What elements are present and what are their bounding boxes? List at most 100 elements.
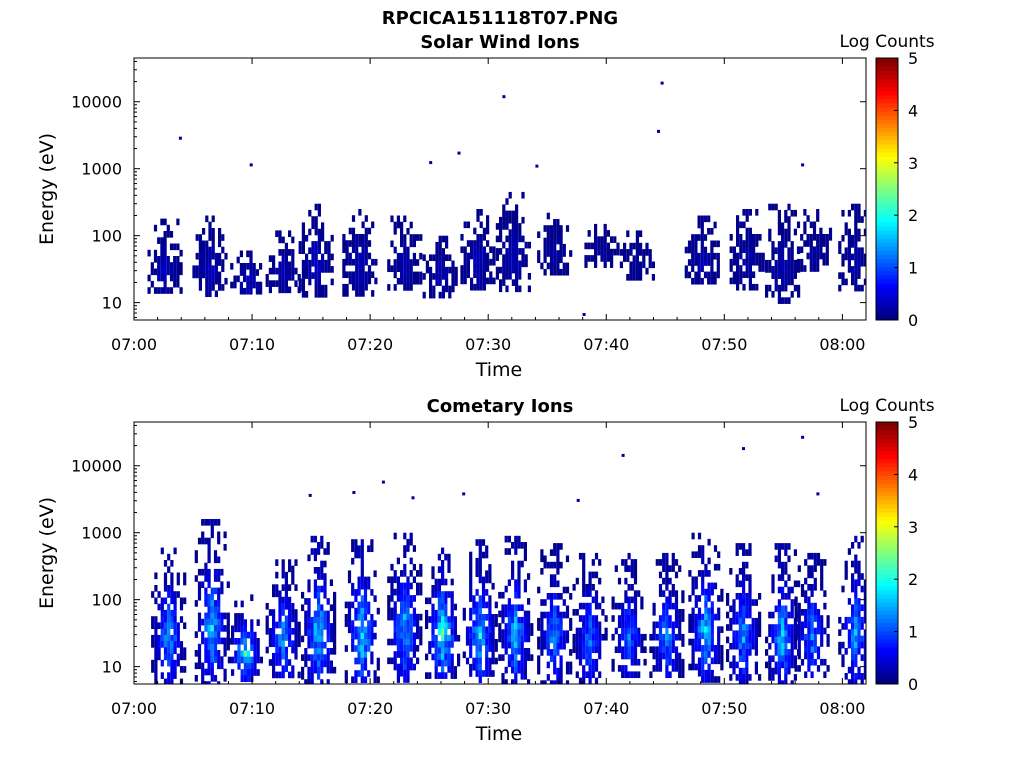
spectrogram-cell (575, 633, 579, 641)
spectrogram-cell (160, 634, 164, 642)
y-axis-label: Energy (eV) (36, 497, 58, 609)
spectrogram-cell (320, 654, 324, 661)
spectrogram-cell (234, 638, 238, 645)
spectrogram-cell (671, 640, 675, 647)
spectrogram-cell (738, 667, 742, 675)
spectrogram-cell (777, 605, 781, 613)
spectrogram-cell (326, 635, 330, 643)
spectrogram-cell (460, 246, 464, 254)
spectrogram-cell (198, 271, 202, 279)
spectrogram-cell (473, 258, 477, 266)
spectrogram-cell (717, 613, 721, 621)
spectrogram-cell (501, 610, 505, 618)
spectrogram-cell (333, 635, 337, 643)
spectrogram-cell (745, 252, 749, 260)
spectrogram-cell (854, 253, 858, 261)
spectrogram-cell (176, 268, 180, 276)
spectrogram-cell (578, 658, 583, 666)
spectrogram-cell (784, 297, 788, 304)
spectrogram-cell (317, 660, 321, 668)
spectrogram-cell (537, 636, 541, 644)
spectrogram-cell (611, 615, 615, 622)
spectrogram-cell (412, 595, 416, 602)
spectrogram-cell (481, 670, 486, 677)
colorbar-swatch (876, 111, 898, 116)
isolated-count-point (352, 491, 356, 494)
spectrogram-cell (610, 261, 614, 268)
spectrogram-cell (291, 578, 295, 585)
spectrogram-cell (784, 674, 788, 681)
spectrogram-cell (363, 639, 368, 646)
spectrogram-cell (278, 261, 282, 269)
spectrogram-cell (809, 234, 813, 241)
spectrogram-cell (517, 629, 521, 636)
spectrogram-cell (781, 605, 785, 613)
spectrogram-cell (207, 593, 211, 601)
spectrogram-cell (697, 570, 702, 577)
spectrogram-cell (781, 297, 785, 304)
spectrogram-cell (207, 618, 211, 626)
spectrogram-cell (476, 265, 480, 272)
colorbar-tick-label: 4 (908, 101, 918, 120)
spectrogram-cell (250, 656, 254, 664)
spectrogram-cell (201, 637, 205, 645)
spectrogram-cell (396, 595, 400, 602)
spectrogram-cell (515, 273, 519, 280)
spectrogram-cell (742, 599, 746, 606)
spectrogram-cell (514, 666, 518, 674)
spectrogram-cell (230, 263, 234, 270)
spectrogram-cell (393, 601, 397, 608)
spectrogram-cell (820, 640, 824, 647)
spectrogram-cell (437, 653, 441, 661)
spectrogram-cell (738, 630, 742, 638)
spectrogram-cell (317, 666, 321, 674)
spectrogram-cell (160, 622, 164, 630)
spectrogram-cell (575, 627, 579, 635)
spectrogram-cell (173, 603, 177, 611)
spectrogram-cell (652, 652, 656, 660)
spectrogram-cell (396, 576, 400, 584)
spectrogram-cell (301, 241, 305, 248)
spectrogram-cell (488, 614, 492, 621)
spectrogram-cell (213, 618, 218, 626)
spectrogram-cell (527, 573, 531, 580)
spectrogram-cell (820, 658, 824, 666)
spectrogram-cell (502, 241, 506, 249)
spectrogram-cell (637, 640, 641, 647)
spectrogram-cell (662, 615, 666, 622)
colorbar-swatch (876, 221, 898, 227)
spectrogram-cell (351, 582, 355, 590)
spectrogram-cell (591, 596, 595, 604)
spectrogram-cell (348, 240, 352, 247)
spectrogram-cell (298, 241, 302, 248)
spectrogram-cell (432, 291, 436, 299)
spectrogram-cell (514, 542, 518, 549)
spectrogram-cell (649, 633, 653, 641)
spectrogram-cell (822, 234, 826, 241)
spectrogram-cell (703, 271, 708, 279)
spectrogram-cell (524, 241, 528, 249)
spectrogram-cell (419, 252, 423, 260)
colorbar-swatch (876, 70, 898, 75)
spectrogram-cell (633, 559, 638, 566)
spectrogram-cell (305, 266, 309, 273)
spectrogram-cell (813, 627, 817, 635)
spectrogram-cell (478, 570, 482, 578)
spectrogram-cell (201, 537, 205, 545)
spectrogram-cell (321, 222, 325, 230)
spectrogram-cell (169, 231, 174, 238)
spectrogram-cell (752, 234, 756, 241)
spectrogram-cell (640, 633, 644, 641)
spectrogram-cell (716, 259, 720, 266)
spectrogram-cell (720, 645, 724, 652)
spectrogram-cell (521, 191, 525, 199)
spectrogram-cell (406, 645, 410, 652)
spectrogram-cell (247, 669, 251, 676)
spectrogram-cell (360, 607, 364, 615)
spectrogram-cell (847, 234, 851, 242)
spectrogram-cell (543, 636, 547, 644)
spectrogram-cell (668, 565, 672, 572)
spectrogram-cell (233, 281, 237, 289)
spectrogram-cell (476, 215, 480, 222)
spectrogram-cell (195, 252, 199, 260)
